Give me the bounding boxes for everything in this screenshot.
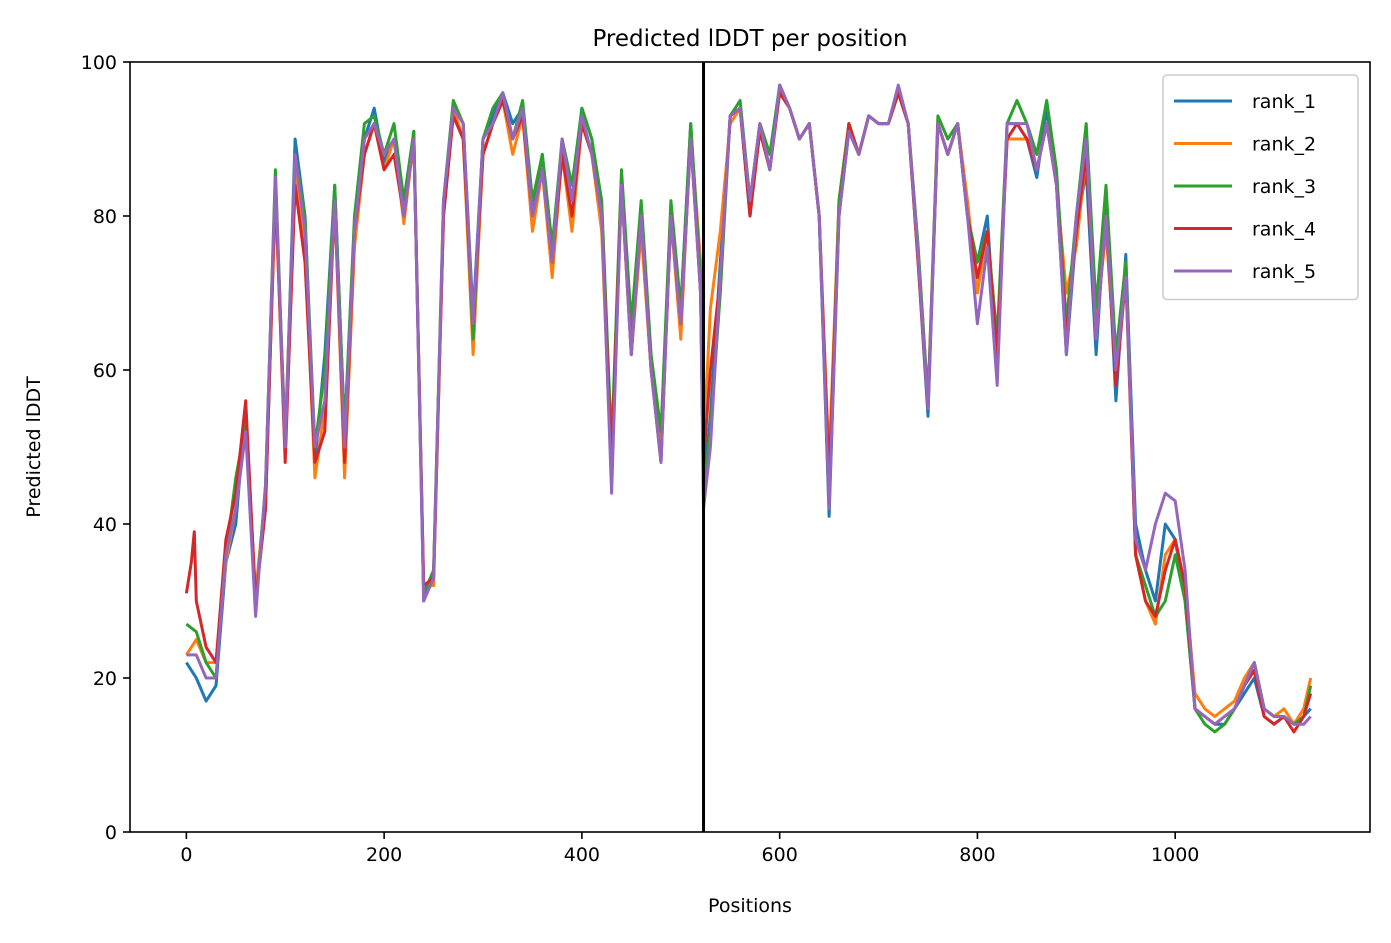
legend-label: rank_5 <box>1252 261 1316 283</box>
y-tick-label: 60 <box>93 360 117 382</box>
y-tick-label: 80 <box>93 206 117 228</box>
legend: rank_1 rank_2 rank_3 rank_4 rank_5 <box>1162 74 1359 301</box>
y-tick-label: 20 <box>93 668 117 690</box>
x-tick-label: 200 <box>366 844 402 866</box>
legend-box <box>1162 74 1359 301</box>
x-tick-label: 800 <box>959 844 995 866</box>
legend-label: rank_4 <box>1252 219 1316 241</box>
y-tick-label: 100 <box>81 52 117 74</box>
x-tick-label: 1000 <box>1151 844 1199 866</box>
x-axis-label: Positions <box>708 895 792 917</box>
chart-title: Predicted lDDT per position <box>592 26 907 52</box>
legend-label: rank_2 <box>1252 134 1316 156</box>
x-tick-label: 0 <box>180 844 192 866</box>
axes: 0 200 400 600 800 1000 0 20 40 60 80 100 <box>81 52 1371 866</box>
legend-label: rank_1 <box>1252 91 1316 113</box>
y-tick-label: 0 <box>105 822 117 844</box>
x-tick-label: 600 <box>762 844 798 866</box>
series-line-rank-5 <box>186 83 1312 726</box>
y-axis-label: Predicted lDDT <box>23 376 45 518</box>
y-tick-label: 40 <box>93 514 117 536</box>
axes-frame <box>129 61 1371 833</box>
legend-label: rank_3 <box>1252 176 1316 198</box>
x-tick-label: 400 <box>564 844 600 866</box>
plot-area <box>184 62 1313 832</box>
